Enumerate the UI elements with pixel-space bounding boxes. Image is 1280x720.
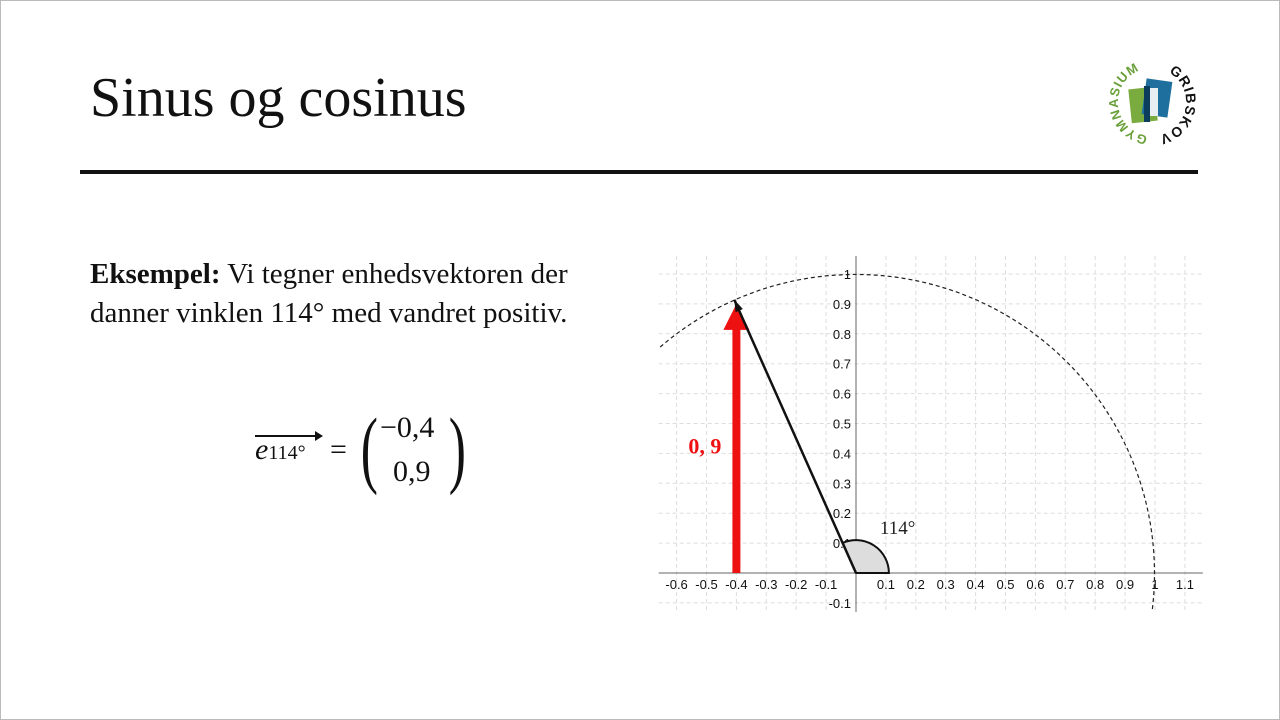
x-tick-label: -0.5 xyxy=(695,577,717,592)
right-paren: ) xyxy=(448,400,466,496)
x-tick-label: 0.7 xyxy=(1056,577,1074,592)
x-tick-label: 0.5 xyxy=(996,577,1014,592)
vector-equation: e114° = ( −0,4 0,9 ) xyxy=(255,405,495,500)
vector-arrow-icon xyxy=(255,431,323,441)
y-tick-label: 0.8 xyxy=(833,327,851,342)
y-tick-label: 0.7 xyxy=(833,357,851,372)
x-tick-label: 0.4 xyxy=(967,577,985,592)
x-tick-label: -0.1 xyxy=(815,577,837,592)
vector-subscript: 114° xyxy=(268,442,306,464)
y-tick-label: 0.9 xyxy=(833,297,851,312)
title-divider xyxy=(80,170,1198,174)
component-label: 0, 9 xyxy=(688,433,721,458)
x-tick-label: 0.1 xyxy=(877,577,895,592)
y-tick-label: 0.4 xyxy=(833,446,851,461)
example-label: Eksempel: xyxy=(90,258,221,290)
unit-vector xyxy=(733,299,858,574)
slide-title: Sinus og cosinus xyxy=(90,67,467,129)
unit-vector-head xyxy=(734,299,743,313)
angle-arc xyxy=(841,539,890,574)
x-tick-label: 0.3 xyxy=(937,577,955,592)
example-text: Vi tegner enhedsvektoren der danner vink… xyxy=(90,258,568,329)
x-tick-label: 1 xyxy=(1151,577,1158,592)
component-y: 0,9 xyxy=(393,455,431,488)
x-tick-label: -0.6 xyxy=(665,577,687,592)
x-tick-label: 0.6 xyxy=(1026,577,1044,592)
x-tick-label: 1.1 xyxy=(1176,577,1194,592)
component-arrow-head xyxy=(723,303,750,330)
vector-symbol: e114° xyxy=(255,433,306,466)
y-tick-label: 0.6 xyxy=(833,387,851,402)
x-tick-label: -0.4 xyxy=(725,577,747,592)
angle-label: 114° xyxy=(880,518,915,539)
component-arrow-shaft xyxy=(732,325,741,573)
x-tick-label: -0.3 xyxy=(755,577,777,592)
example-paragraph: Eksempel: Vi tegner enhedsvektoren der d… xyxy=(90,255,630,333)
y-tick-label: 0.3 xyxy=(833,476,851,491)
y-tick-label: 0.2 xyxy=(833,506,851,521)
left-paren: ( xyxy=(360,400,378,496)
equals-sign: = xyxy=(330,433,347,466)
x-tick-label: 0.8 xyxy=(1086,577,1104,592)
x-tick-label: 0.9 xyxy=(1116,577,1134,592)
x-tick-label: 0.2 xyxy=(907,577,925,592)
y-tick-label: 0.5 xyxy=(833,417,851,432)
unit-circle xyxy=(659,273,1156,612)
x-tick-label: -0.2 xyxy=(785,577,807,592)
y-tick-label: -0.1 xyxy=(829,596,851,611)
school-logo: GRIBSKOV GYMNASIUM xyxy=(1106,59,1198,146)
component-x: −0,4 xyxy=(380,411,435,444)
